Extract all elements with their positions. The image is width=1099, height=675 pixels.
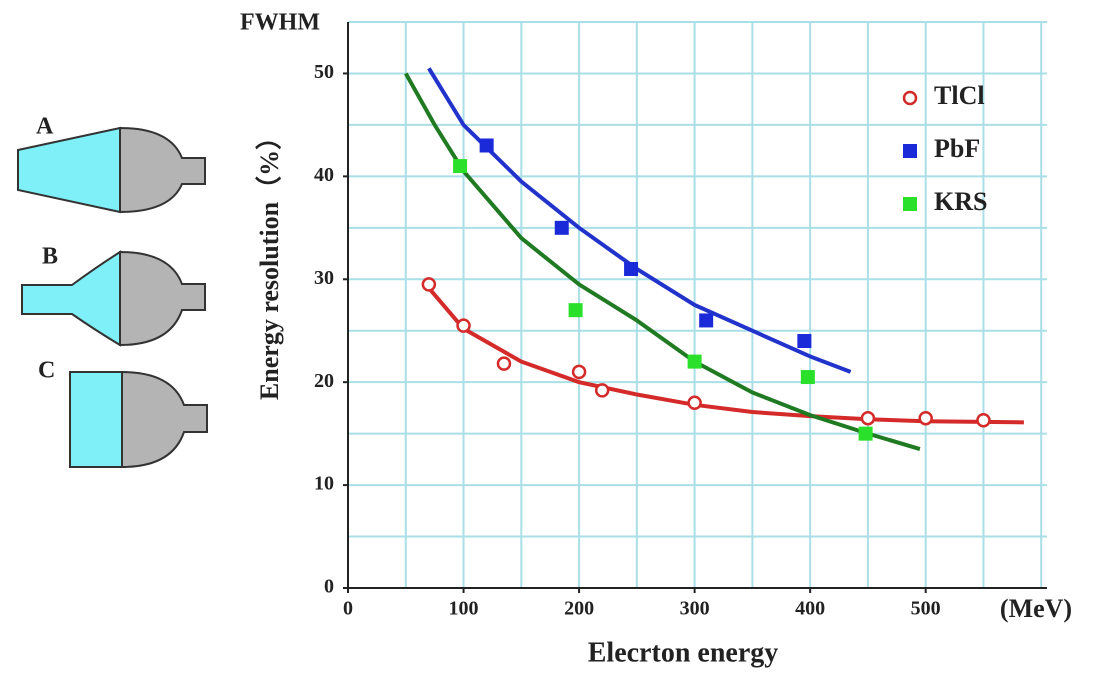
- data-point: [624, 261, 639, 276]
- data-point: [496, 356, 512, 371]
- fit-curve: [421, 280, 1024, 425]
- crystal-c: [69, 371, 123, 468]
- x-tick-label: 0: [343, 598, 353, 620]
- data-point: [797, 334, 812, 349]
- detector-diagrams: A B C: [17, 114, 208, 469]
- diagram-label: B: [42, 244, 58, 270]
- y-tick-label: 30: [314, 267, 334, 289]
- tube-c: [121, 370, 208, 469]
- y-tick-label: 40: [314, 164, 334, 186]
- y-axis-label: Energy resolution（%）: [255, 124, 284, 400]
- tube-b: [119, 250, 206, 347]
- data-point: [976, 413, 991, 428]
- legend-marker: [902, 90, 918, 106]
- data-point: [858, 426, 873, 441]
- data-point: [568, 303, 583, 318]
- data-point: [421, 277, 437, 292]
- legend-marker: [903, 144, 917, 158]
- y-tick-label: 10: [314, 473, 334, 495]
- y-tick-label: 0: [324, 576, 334, 598]
- data-point: [918, 410, 933, 426]
- legend-marker: [903, 197, 917, 211]
- y-tick-label: 50: [314, 61, 334, 83]
- x-unit: (MeV): [1000, 594, 1072, 623]
- tube-a: [119, 126, 206, 214]
- x-tick-label: 300: [680, 598, 710, 620]
- data-point: [860, 410, 876, 426]
- data-point: [800, 370, 815, 385]
- data-point: [571, 364, 587, 380]
- crystal-b: [21, 250, 121, 347]
- data-point: [456, 318, 471, 333]
- x-tick-label: 500: [911, 598, 941, 620]
- diagram-label: C: [38, 358, 55, 384]
- data-point: [687, 354, 702, 369]
- data-point: [453, 159, 468, 174]
- x-tick-label: 400: [795, 598, 825, 620]
- crystal-a: [17, 126, 121, 214]
- fit-curve: [427, 67, 852, 374]
- diagram-label: A: [36, 114, 54, 140]
- y-tick-label: 20: [314, 370, 334, 392]
- data-point: [479, 138, 494, 153]
- legend-label: TlCl: [934, 81, 985, 110]
- x-axis-label: Elecrton energy: [588, 637, 779, 668]
- legend-label: PbF: [934, 134, 980, 163]
- data-point: [687, 395, 702, 411]
- y-title: FWHM: [240, 10, 320, 36]
- data-point: [554, 220, 569, 235]
- x-tick-label: 100: [449, 598, 479, 620]
- fit-curve: [404, 72, 921, 451]
- data-point: [594, 383, 610, 398]
- data-point: [699, 313, 714, 328]
- x-tick-label: 200: [564, 598, 594, 620]
- legend-label: KRS: [934, 187, 987, 216]
